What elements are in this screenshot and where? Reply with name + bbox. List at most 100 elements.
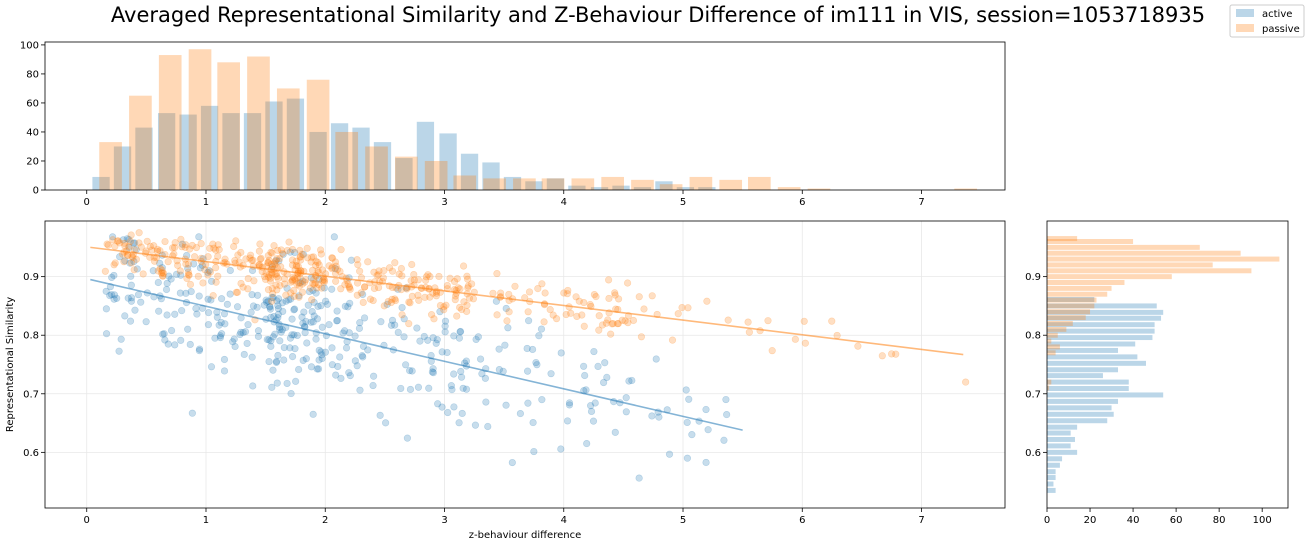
scatter-point-passive — [290, 286, 298, 295]
scatter-point-passive — [150, 257, 159, 265]
figure-title: Averaged Representational Similarity and… — [110, 3, 1206, 27]
scatter-point-active — [286, 248, 294, 256]
scatter-point-active — [243, 339, 251, 348]
scatter-point-passive — [210, 244, 218, 252]
scatter-point-passive — [464, 282, 472, 290]
top-bar-passive — [276, 88, 300, 190]
scatter-point-active — [381, 419, 390, 427]
scatter-point-active — [462, 357, 470, 365]
scatter-point-active — [102, 305, 110, 313]
scatter-point-passive — [608, 320, 616, 328]
scatter-point-passive — [756, 327, 764, 335]
right-bar-active — [1047, 449, 1078, 455]
top-bar-active — [698, 187, 716, 190]
scatter-point-passive — [153, 245, 162, 253]
scatter-point-active — [339, 329, 347, 337]
scatter-point-passive — [332, 262, 340, 270]
scatter-point-passive — [264, 259, 272, 267]
scatter-point-active — [283, 284, 291, 292]
scatter-x-tick-label: 1 — [203, 515, 209, 526]
scatter-point-passive — [298, 288, 307, 296]
top-bar-active — [265, 101, 283, 190]
scatter-point-active — [309, 318, 317, 326]
scatter-point-passive — [320, 276, 329, 285]
scatter-point-passive — [828, 317, 836, 325]
scatter-point-active — [117, 335, 125, 343]
scatter-point-passive — [511, 282, 519, 290]
scatter-point-active — [369, 381, 377, 390]
top-bar-passive — [513, 178, 536, 190]
scatter-point-active — [211, 334, 219, 342]
right-bar-active — [1047, 373, 1103, 379]
scatter-point-active — [346, 299, 354, 307]
scatter-point-passive — [234, 251, 242, 259]
scatter-point-active — [276, 337, 284, 345]
scatter-point-active — [253, 303, 261, 311]
scatter-x-tick-label: 0 — [84, 515, 90, 526]
scatter-point-passive — [414, 291, 422, 299]
scatter-point-passive — [366, 295, 375, 303]
scatter-point-passive — [292, 257, 300, 265]
scatter-point-passive — [578, 311, 586, 319]
scatter-y-tick-label: 0.7 — [23, 389, 39, 400]
scatter-point-active — [502, 304, 510, 313]
scatter-point-passive — [246, 254, 254, 262]
scatter-point-passive — [278, 249, 287, 257]
scatter-point-active — [590, 347, 598, 356]
scatter-point-passive — [453, 312, 461, 320]
scatter-point-passive — [185, 271, 193, 279]
scatter-point-passive — [248, 256, 256, 265]
scatter-point-active — [302, 317, 310, 326]
right-bar-active — [1047, 315, 1162, 321]
scatter-point-passive — [135, 239, 143, 247]
scatter-point-passive — [194, 272, 202, 280]
scatter-point-passive — [308, 296, 316, 304]
scatter-point-passive — [130, 266, 138, 274]
scatter-point-passive — [262, 275, 270, 284]
scatter-point-active — [295, 365, 303, 374]
scatter-point-passive — [525, 288, 534, 296]
scatter-point-active — [276, 325, 284, 334]
scatter-point-active — [303, 339, 311, 347]
scatter-point-active — [474, 333, 482, 341]
scatter-point-passive — [127, 259, 136, 267]
scatter-point-active — [459, 384, 467, 392]
scatter-point-active — [436, 308, 444, 316]
scatter-point-active — [241, 328, 250, 336]
scatter-point-passive — [379, 274, 387, 282]
scatter-point-passive — [244, 274, 252, 283]
scatter-point-active — [320, 284, 328, 292]
scatter-point-passive — [546, 306, 554, 314]
top-bar-passive — [424, 160, 448, 190]
scatter-point-passive — [276, 254, 284, 263]
right-bar-active — [1047, 354, 1138, 360]
scatter-point-passive — [563, 290, 571, 298]
right-bar-passive — [1047, 291, 1108, 297]
scatter-point-active — [283, 379, 291, 388]
scatter-point-active — [334, 362, 342, 371]
scatter-point-passive — [271, 260, 279, 268]
scatter-point-active — [267, 342, 275, 350]
top-bar-active — [286, 98, 305, 190]
top-bar-passive — [659, 184, 683, 190]
main-scatter-plot: 0 1 2 3 4 5 6 7 0.6 0.7 0.8 0.9 z-behaviour differen… — [5, 220, 1006, 541]
scatter-point-passive — [114, 237, 122, 245]
scatter-point-passive — [288, 245, 297, 254]
scatter-point-passive — [384, 297, 392, 306]
scatter-point-active — [723, 410, 731, 419]
scatter-point-active — [273, 379, 281, 387]
scatter-point-passive — [296, 253, 304, 261]
scatter-point-passive — [276, 281, 284, 290]
top-bar-passive — [954, 188, 977, 190]
scatter-point-passive — [273, 273, 281, 281]
right-y-tick-label: 0.7 — [1025, 389, 1041, 400]
scatter-point-passive — [552, 315, 561, 323]
scatter-point-active — [547, 370, 555, 378]
scatter-point-active — [116, 253, 124, 261]
scatter-point-active — [131, 306, 139, 314]
scatter-point-active — [231, 342, 239, 351]
scatter-point-active — [332, 371, 340, 379]
scatter-point-passive — [231, 256, 239, 265]
scatter-point-passive — [277, 246, 285, 254]
scatter-point-active — [221, 320, 229, 328]
